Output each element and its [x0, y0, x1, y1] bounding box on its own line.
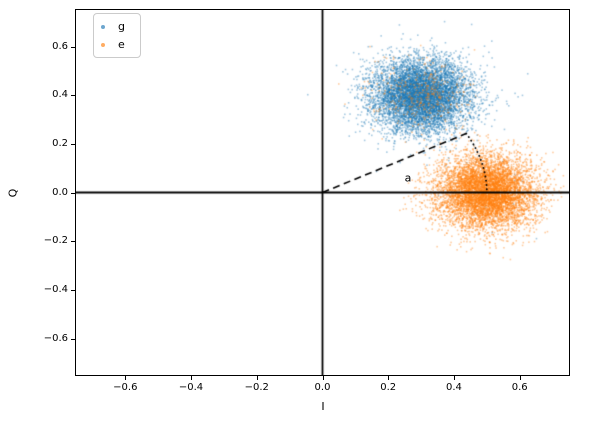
legend: g e — [93, 13, 141, 58]
x-tick-label: 0.0 — [314, 382, 331, 393]
x-tick-mark — [388, 376, 390, 380]
y-tick-mark — [71, 338, 75, 340]
y-tick-label: 0.4 — [52, 89, 68, 101]
x-tick-label: 0.6 — [511, 382, 528, 393]
y-axis-label: Q — [6, 188, 20, 198]
y-tick-label: 0.6 — [52, 40, 68, 52]
x-tick-mark — [322, 376, 324, 380]
g-marker-icon — [101, 24, 105, 29]
legend-label-g: g — [118, 20, 125, 33]
legend-entry-e: e — [101, 38, 140, 51]
y-tick-label: 0.2 — [52, 137, 68, 149]
x-tick-mark — [519, 376, 521, 380]
x-tick-label: 0.4 — [446, 382, 462, 393]
y-tick-mark — [71, 143, 75, 145]
x-tick-label: 0.2 — [380, 382, 397, 393]
x-tick-label: −0.6 — [113, 382, 138, 393]
y-tick-mark — [71, 241, 75, 243]
y-tick-mark — [71, 95, 75, 97]
x-tick-mark — [453, 376, 455, 380]
x-tick-mark — [191, 376, 193, 380]
y-tick-label: −0.6 — [43, 332, 68, 344]
x-tick-label: −0.4 — [178, 382, 204, 393]
plot-area — [75, 9, 570, 376]
y-tick-mark — [71, 46, 75, 48]
y-tick-mark — [71, 289, 75, 291]
legend-label-e: e — [118, 38, 125, 51]
x-axis-label: I — [321, 400, 325, 413]
y-tick-label: −0.4 — [43, 283, 68, 295]
x-tick-mark — [256, 376, 258, 380]
y-tick-mark — [71, 192, 75, 194]
e-marker-icon — [101, 42, 105, 47]
scatter-canvas — [76, 10, 569, 375]
legend-entry-g: g — [101, 20, 140, 33]
y-tick-label: 0.0 — [52, 186, 68, 198]
x-tick-label: −0.2 — [244, 382, 269, 393]
angle-annotation-label: a — [404, 171, 412, 185]
y-tick-label: −0.2 — [43, 235, 68, 247]
x-tick-mark — [125, 376, 127, 380]
